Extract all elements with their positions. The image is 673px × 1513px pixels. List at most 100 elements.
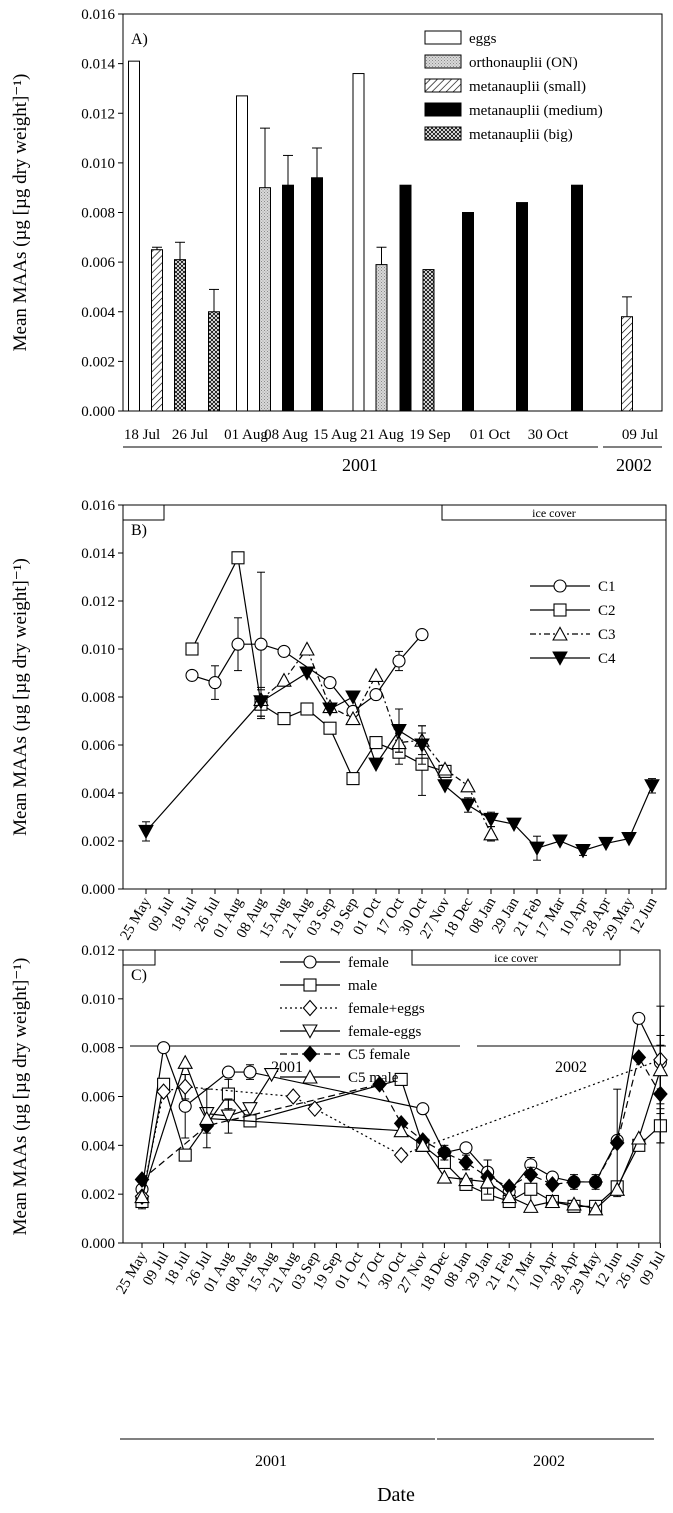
point-female [459, 1141, 473, 1155]
year-label-2002: 2002 [616, 455, 652, 475]
bar-metanauplii-medium [516, 202, 528, 412]
point-c4 [644, 779, 660, 794]
x-tick-label: 01 Aug [224, 427, 268, 443]
x-axis-title: Date [377, 1484, 415, 1506]
legend-marker-c5-female [302, 1045, 318, 1063]
y-tick-label: 0.006 [81, 738, 115, 754]
point-c5-female [134, 1171, 150, 1188]
point-c5-male [522, 1198, 539, 1213]
point-c5-male [544, 1193, 561, 1209]
x-tick-label: 18 Jul [124, 427, 160, 443]
bar-orthonauplii-on [259, 187, 271, 412]
legend-label-metanauplii-small: metanauplii (small) [469, 79, 586, 95]
year-label-2001: 2001 [271, 1059, 303, 1076]
ice-cover-label: ice cover [494, 951, 538, 965]
point-c5-female [631, 1049, 647, 1066]
point-male [221, 1087, 235, 1101]
legend-marker-female-eggs [302, 1024, 318, 1039]
year-label-2001: 2001 [255, 1453, 287, 1470]
point-c4 [299, 666, 315, 681]
point-c4 [391, 724, 407, 739]
plot-frame [122, 504, 667, 890]
point-female [632, 1011, 646, 1025]
series-c5-female [134, 1044, 668, 1198]
y-tick-label: 0.000 [81, 882, 115, 898]
point-c4 [552, 834, 568, 849]
point-c5-female [458, 1154, 474, 1171]
point-c4 [621, 832, 637, 847]
point-c5-male [630, 1130, 647, 1145]
point-female-eggs [393, 1146, 409, 1164]
year-label-2002: 2002 [555, 1059, 587, 1076]
legend-label-female-eggs: female-eggs [348, 1024, 421, 1040]
point-c4 [437, 779, 453, 794]
point-c4 [598, 836, 614, 852]
point-c5-female [437, 1144, 452, 1161]
year-label-2001: 2001 [342, 455, 378, 475]
point-c5-male [479, 1174, 496, 1189]
bar-metanauplii-medium [571, 184, 583, 412]
point-c5-female [372, 1075, 387, 1093]
point-female-eggs [156, 1083, 171, 1100]
point-c1 [392, 654, 406, 668]
bar-orthonauplii-on [375, 264, 388, 412]
point-c3 [368, 667, 384, 682]
y-tick-label: 0.002 [81, 354, 115, 370]
point-c3 [483, 826, 499, 841]
point-c4 [529, 841, 545, 856]
point-c5-male [609, 1181, 626, 1196]
y-tick-label: 0.008 [81, 206, 115, 222]
point-c2 [231, 551, 245, 565]
point-c5-male [393, 1122, 410, 1138]
ice-cover-box [441, 504, 667, 521]
point-c2 [300, 702, 314, 716]
legend-label-male: male [348, 978, 377, 994]
point-c5-male [177, 1054, 194, 1069]
point-c5-female [545, 1176, 560, 1193]
bar-metanauplii-small [621, 316, 633, 412]
legend-label-metanauplii-medium: metanauplii (medium) [469, 103, 603, 119]
legend-label-female: female [348, 955, 389, 971]
legend-marker-female [303, 955, 317, 969]
point-c3 [437, 761, 453, 776]
x-tick-label: 01 Oct [470, 427, 511, 443]
point-c5-female [609, 1134, 625, 1152]
y-tick-label: 0.012 [81, 594, 115, 610]
y-tick-label: 0.004 [81, 1138, 115, 1154]
legend-label-c3: C3 [598, 627, 616, 643]
series-line-female-eggs [206, 1074, 273, 1117]
point-male [524, 1182, 538, 1196]
y-tick-label: 0.004 [81, 305, 115, 321]
point-c1 [277, 644, 291, 658]
y-axis-label: Mean MAAs (µg [µg dry weight]⁻¹) [10, 958, 31, 1236]
y-tick-label: 0.014 [81, 57, 115, 73]
point-female [221, 1065, 235, 1079]
series-female [135, 1011, 667, 1200]
panel-label: C) [131, 967, 147, 984]
legend-marker-c4 [552, 651, 568, 666]
point-female-eggs [242, 1102, 258, 1117]
legend-label-eggs: eggs [469, 31, 497, 47]
point-female [178, 1099, 192, 1113]
bar-eggs [352, 73, 365, 412]
point-c1 [185, 668, 199, 682]
point-c1 [208, 676, 222, 690]
point-c5-female [588, 1173, 603, 1191]
legend-marker-c1 [553, 579, 567, 593]
y-tick-label: 0.008 [81, 1041, 115, 1057]
point-c2 [346, 772, 360, 786]
legend-swatch-metanauplii-medium [424, 102, 462, 117]
point-c5-male [458, 1171, 474, 1187]
y-tick-label: 0.016 [81, 498, 115, 514]
y-tick-label: 0.008 [81, 690, 115, 706]
y-tick-label: 0.016 [81, 7, 115, 23]
x-tick-label: 26 Jul [172, 427, 208, 443]
y-tick-label: 0.002 [81, 834, 115, 850]
series-c4 [138, 666, 660, 861]
point-male [394, 1072, 408, 1086]
point-female [243, 1065, 257, 1079]
series-line-female [141, 1016, 661, 1193]
x-tick-label: 15 Aug [313, 427, 357, 443]
point-c5-female [523, 1166, 539, 1183]
